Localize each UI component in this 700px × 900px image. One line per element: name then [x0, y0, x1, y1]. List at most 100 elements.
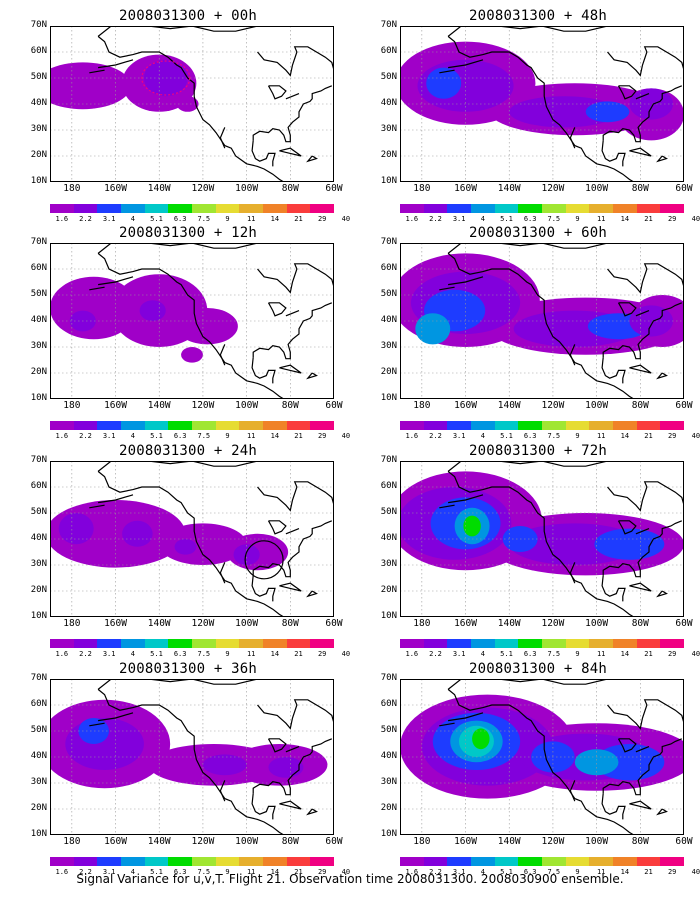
colorbar-label: 1.6 [405, 868, 419, 876]
colorbar-label: 11 [596, 868, 606, 876]
colorbar-swatch [660, 639, 685, 648]
map-frame [50, 243, 334, 399]
colorbar-swatch [73, 204, 98, 213]
colorbar [50, 857, 335, 866]
colorbar [400, 639, 685, 648]
colorbar-swatch [192, 639, 216, 648]
colorbar [400, 204, 685, 213]
latitude-label: 10N [380, 611, 397, 621]
colorbar-swatch [286, 639, 311, 648]
colorbar-swatch [636, 857, 661, 866]
coastline [219, 562, 226, 584]
colorbar-label: 11 [246, 868, 256, 876]
longitude-label: 80W [281, 183, 299, 194]
colorbar-label: 1.6 [405, 650, 419, 658]
map-panel: 2008031300 + 00h 70N 60N 50N 40N 30N 20N 10N 180… [18, 8, 358, 226]
latitude-label: 40N [380, 751, 397, 761]
coastline [439, 286, 455, 291]
latitude-label: 70N [30, 20, 47, 30]
coastline [98, 712, 134, 722]
variance-map [50, 679, 334, 835]
coastline [98, 59, 134, 69]
colorbar-swatch [613, 857, 637, 866]
coastline [569, 127, 576, 149]
colorbar-swatch [263, 204, 287, 213]
longitude-label: 100W [235, 836, 259, 847]
longitude-label: 160W [104, 400, 127, 411]
variance-map [400, 679, 684, 835]
colorbar-label: 7.5 [197, 215, 211, 223]
colorbar-label: 21 [644, 432, 653, 440]
longitude-label: 60W [675, 618, 693, 629]
coastline [629, 364, 652, 374]
longitude-label: 60W [675, 400, 693, 411]
latitude-label: 60N [380, 699, 397, 709]
colorbar-swatch [542, 204, 566, 213]
coastline [607, 699, 684, 730]
colorbar-swatch [589, 857, 614, 866]
colorbar-swatch [660, 204, 685, 213]
latitude-label: 10N [30, 176, 47, 186]
colorbar-label: 21 [294, 215, 303, 223]
variance-map [400, 243, 684, 399]
latitude-label: 20N [30, 803, 47, 813]
colorbar-label: 6.3 [523, 650, 537, 658]
colorbar-label: 14 [270, 215, 280, 223]
coastline [439, 722, 455, 727]
colorbar-label: 6.3 [523, 215, 537, 223]
colorbar-label: 14 [270, 650, 280, 658]
map-frame [50, 461, 334, 617]
variance-contour [50, 62, 131, 110]
coastline [251, 575, 276, 602]
coastline [252, 738, 333, 796]
coastline [635, 746, 650, 753]
colorbar-swatch [494, 857, 519, 866]
colorbar-label: 1.6 [55, 432, 69, 440]
coastline [569, 780, 576, 802]
coastline [252, 520, 333, 578]
coastline [97, 679, 280, 690]
colorbar-label: 29 [317, 868, 327, 876]
latitude-label: 30N [380, 124, 397, 134]
colorbar-label: 4 [480, 650, 485, 658]
latitude-label: 70N [30, 237, 47, 247]
variance-contour [181, 347, 203, 363]
longitude-label: 60W [325, 836, 343, 847]
longitude-label: 100W [585, 836, 609, 847]
latitude-label: 40N [380, 98, 397, 108]
longitude-label: 140W [497, 183, 521, 194]
variance-map [400, 461, 684, 617]
panel-title: 2008031300 + 24h [118, 443, 258, 459]
coastline [447, 679, 630, 690]
coastline [607, 46, 684, 77]
coastline [98, 276, 134, 286]
latitude-label: 20N [380, 803, 397, 813]
latitude-label: 10N [380, 393, 397, 403]
coastline [617, 302, 637, 317]
colorbar-label: 40 [691, 650, 700, 658]
colorbar-swatch [121, 204, 145, 213]
panel-title: 2008031300 + 84h [468, 661, 608, 677]
colorbar-swatch [400, 857, 424, 866]
colorbar-swatch [613, 639, 637, 648]
colorbar-label: 40 [341, 215, 351, 223]
latitude-label: 30N [30, 124, 47, 134]
colorbar-label: 29 [667, 868, 677, 876]
colorbar-swatch [121, 857, 145, 866]
longitude-label: 180 [63, 836, 81, 847]
latitude-label: 20N [30, 367, 47, 377]
longitude-label: 80W [631, 836, 649, 847]
colorbar [50, 204, 335, 213]
colorbar-swatch [73, 421, 98, 430]
longitude-label: 100W [235, 400, 259, 411]
colorbar-swatch [542, 421, 566, 430]
colorbar-label: 3.1 [102, 432, 116, 440]
latitude-label: 40N [30, 98, 47, 108]
variance-contour [472, 728, 490, 750]
colorbar-swatch [518, 639, 543, 648]
coastline [601, 140, 626, 167]
latitude-label: 50N [30, 289, 47, 299]
coastline [447, 470, 635, 617]
latitude-label: 60N [30, 263, 47, 273]
coastline [257, 46, 334, 77]
